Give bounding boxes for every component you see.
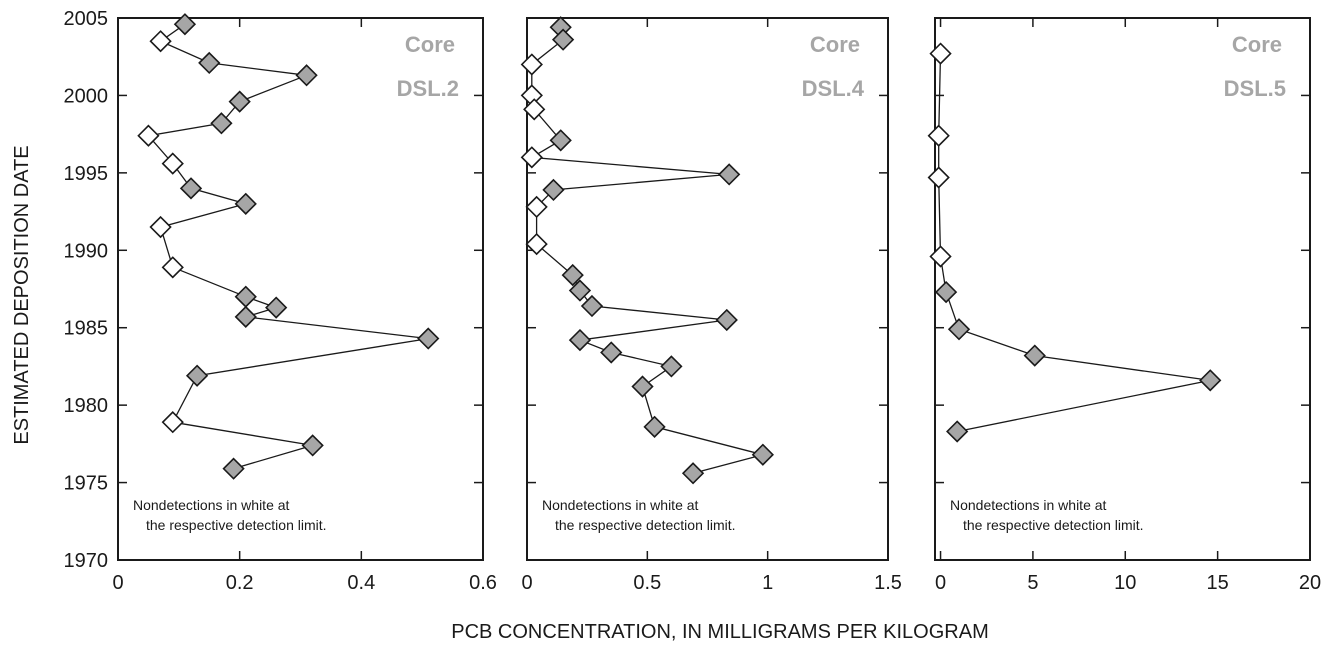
data-point-nondetect (161, 152, 184, 175)
chart-panel-1: 1970 1975 1980 1985 1990 1995 2000 2005 0 0.2 0.4 0… (64, 8, 497, 594)
y-tick-label: 2000 (64, 85, 109, 107)
data-point-detected (549, 129, 572, 152)
series-line (938, 53, 1211, 433)
data-point-nondetect (929, 42, 952, 65)
data-point-nondetect (520, 53, 543, 76)
x-tick-label: 20 (1299, 572, 1321, 594)
data-point-nondetect (929, 245, 952, 268)
data-point-detected (947, 318, 971, 341)
core-label-title: Core (810, 32, 860, 57)
data-point-detected (568, 279, 592, 302)
x-tick-label: 10 (1114, 572, 1136, 594)
core-label-title: Core (405, 32, 455, 57)
x-tick-label: 1 (762, 572, 773, 594)
x-tick-label: 0 (935, 572, 946, 594)
x-tick-label: 1.5 (874, 572, 902, 594)
note-line-1: Nondetections in white at (950, 497, 1107, 513)
data-point-detected (179, 177, 203, 200)
plot-frame (934, 17, 1311, 561)
y-tick-label: 1980 (64, 395, 109, 417)
data-point-nondetect (149, 215, 172, 239)
data-point-detected (946, 420, 969, 443)
data-point-nondetect (523, 98, 546, 121)
data-point-detected (234, 305, 257, 329)
data-point-detected (210, 112, 233, 135)
data-point-detected (1199, 369, 1222, 392)
y-tick-label: 1990 (64, 240, 109, 262)
series-line (529, 27, 766, 474)
x-tick-label: 0 (112, 572, 123, 594)
data-point-detected (228, 90, 251, 113)
data-point-detected (660, 355, 683, 378)
y-axis-title: ESTIMATED DEPOSITION DATE (11, 145, 33, 444)
data-point-detected (234, 192, 257, 215)
data-point-detected (222, 457, 245, 480)
y-tick-label: 1975 (64, 473, 109, 495)
note-line-1: Nondetections in white at (133, 497, 290, 513)
data-point-detected (718, 163, 741, 186)
chart-panel-2: 0 0.5 1 1.5 Core DSL.4 Nondetections in white … (520, 16, 902, 594)
x-tick-label: 0 (521, 572, 532, 594)
plot-frame (117, 17, 484, 561)
data-point-detected (643, 415, 666, 438)
data-point-detected (681, 462, 705, 485)
data-point-detected (417, 327, 440, 350)
data-point-detected (751, 443, 774, 466)
y-tick-label: 1970 (64, 550, 109, 572)
note-line-2: the respective detection limit. (555, 517, 736, 533)
data-point-nondetect (927, 124, 950, 147)
data-point-nondetect (149, 30, 172, 53)
data-point-nondetect (520, 146, 543, 169)
data-point-nondetect (137, 124, 160, 147)
core-label-title: Core (1232, 32, 1282, 57)
data-point-detected (580, 294, 604, 318)
data-point-detected (568, 328, 592, 352)
x-tick-label: 15 (1207, 572, 1229, 594)
x-tick-label: 0.5 (633, 572, 661, 594)
data-point-nondetect (927, 166, 950, 189)
x-tick-label: 5 (1027, 572, 1038, 594)
plot-frame (526, 17, 889, 561)
y-tick-label: 2005 (64, 8, 109, 30)
data-point-detected (301, 434, 324, 457)
x-axis-title: PCB CONCENTRATION, IN MILLIGRAMS PER KIL… (451, 621, 988, 643)
y-tick-label: 1995 (64, 163, 109, 185)
data-point-detected (631, 375, 654, 398)
core-label-name: DSL.2 (397, 76, 459, 101)
data-point-detected (1023, 344, 1046, 367)
data-point-detected (295, 64, 318, 87)
data-point-detected (185, 364, 209, 387)
x-tick-label: 0.2 (226, 572, 254, 594)
data-point-nondetect (161, 256, 184, 279)
note-line-2: the respective detection limit. (963, 517, 1144, 533)
data-point-detected (934, 280, 958, 304)
note-line-2: the respective detection limit. (146, 517, 327, 533)
data-point-detected (198, 51, 221, 75)
data-point-nondetect (525, 232, 548, 256)
chart-panel-3: 0 5 10 15 20 Core DSL.5 Nondetections in white … (927, 17, 1321, 594)
data-point-detected (600, 341, 623, 364)
x-tick-label: 0.6 (469, 572, 497, 594)
series-line (147, 23, 429, 470)
data-point-detected (265, 296, 288, 319)
data-point-detected (561, 263, 584, 287)
data-point-detected (715, 308, 738, 332)
y-tick-label: 1985 (64, 318, 109, 340)
data-point-detected (234, 285, 257, 308)
data-point-nondetect (525, 195, 548, 219)
data-point-detected (542, 178, 565, 202)
note-line-1: Nondetections in white at (542, 497, 699, 513)
core-label-name: DSL.4 (802, 76, 865, 101)
data-point-nondetect (161, 411, 184, 434)
data-point-detected (173, 13, 197, 36)
x-tick-label: 0.4 (347, 572, 375, 594)
core-label-name: DSL.5 (1224, 76, 1286, 101)
data-point-detected (551, 28, 575, 51)
